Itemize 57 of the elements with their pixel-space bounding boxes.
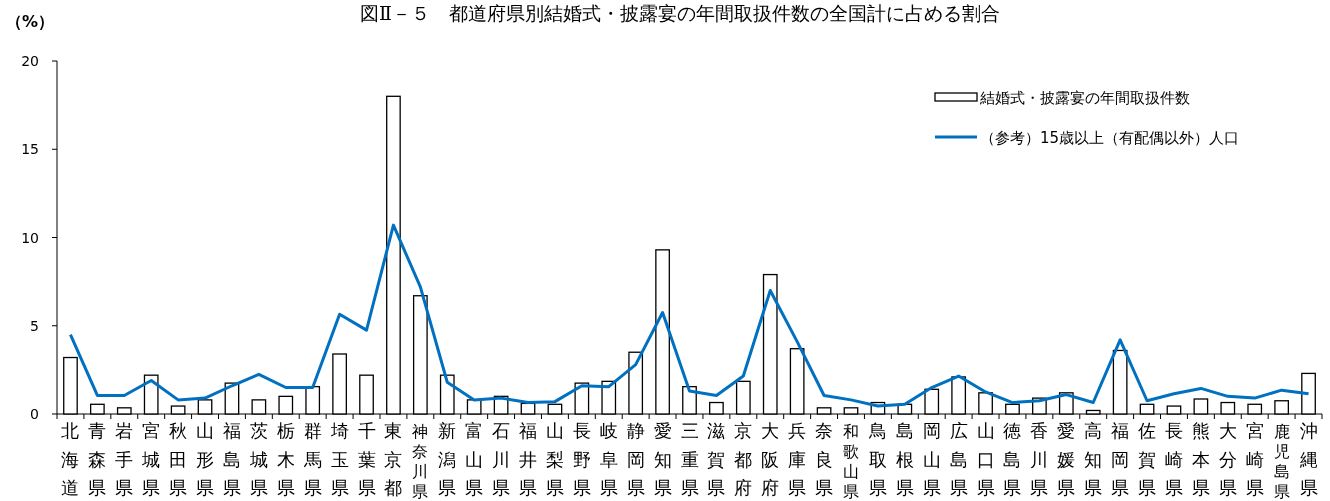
x-tick-label: 熊本県 [1191,420,1210,498]
x-tick-label: 福井県 [519,420,538,498]
x-tick-label: 奈良県 [815,420,834,498]
x-tick-label: 大阪府 [761,420,780,498]
y-tick-label: 5 [30,317,39,334]
x-tick-label: 茨城県 [248,420,268,498]
x-tick-label: 東京都 [384,420,403,498]
x-tick-label: 山形県 [196,420,215,498]
y-axis-title: （%） [6,12,55,31]
x-tick-label: 長野県 [572,420,591,498]
x-tick-label: 高知県 [1084,420,1103,498]
x-tick-label: 青森県 [88,420,107,498]
x-tick-label: 三重県 [680,420,699,498]
legend-label: 結婚式・披露宴の年間取扱件数 [979,89,1190,107]
x-tick-label: 宮城県 [141,420,161,498]
x-tick-label: 愛知県 [653,420,672,498]
x-tick-label: 秋田県 [169,420,188,498]
x-tick-label: 石川県 [492,420,511,498]
x-tick-label: 神奈川県 [412,422,429,501]
x-tick-label: 広島県 [949,420,968,498]
x-tick-label: 岩手県 [115,420,134,498]
x-tick-label: 大分県 [1218,420,1237,498]
x-tick-label: 沖縄県 [1298,420,1318,498]
y-tick-label: 10 [21,229,39,246]
x-tick-label: 京都府 [734,420,753,498]
x-tick-label: 滋賀県 [707,420,726,498]
x-tick-label: 岡山県 [922,420,941,498]
x-tick-label: 和歌山県 [842,422,859,501]
x-tick-label: 愛媛県 [1057,420,1076,498]
x-tick-label: 群馬県 [302,420,322,498]
x-tick-label: 山梨県 [545,420,564,498]
x-tick-label: 栃木県 [276,420,295,498]
x-tick-label: 福島県 [222,420,241,498]
x-tick-label: 福岡県 [1111,420,1130,498]
x-tick-label: 香川県 [1030,420,1049,498]
y-tick-label: 20 [21,53,39,69]
x-tick-label: 島根県 [895,420,914,498]
x-tick-label: 鳥取県 [867,420,887,498]
x-tick-label: 宮崎県 [1245,420,1264,498]
x-tick-label: 富山県 [465,420,484,498]
x-tick-label: 徳島県 [1003,420,1022,498]
line-series [68,223,1311,408]
y-tick-label: 0 [30,406,39,422]
x-tick-label: 北海道 [61,420,80,498]
x-tick-label: 兵庫県 [788,420,807,498]
x-tick-label: 佐賀県 [1138,420,1157,498]
legend-label: （参考）15歳以上（有配偶以外）人口 [980,129,1240,147]
x-tick-label: 山口県 [976,420,995,498]
x-tick-label: 長崎県 [1164,420,1183,498]
x-tick-label: 岐阜県 [599,420,618,498]
x-tick-label: 千葉県 [357,420,376,498]
x-tick-label: 埼玉県 [329,420,349,498]
x-tick-label: 静岡県 [626,420,645,498]
chart-title: 図Ⅱ－５ 都道府県別結婚式・披露宴の年間取扱件数の全国計に占める割合 [360,2,1000,24]
y-tick-label: 15 [21,141,39,158]
x-tick-label: 鹿児島県 [1273,422,1290,501]
x-tick-label: 新潟県 [438,420,457,498]
